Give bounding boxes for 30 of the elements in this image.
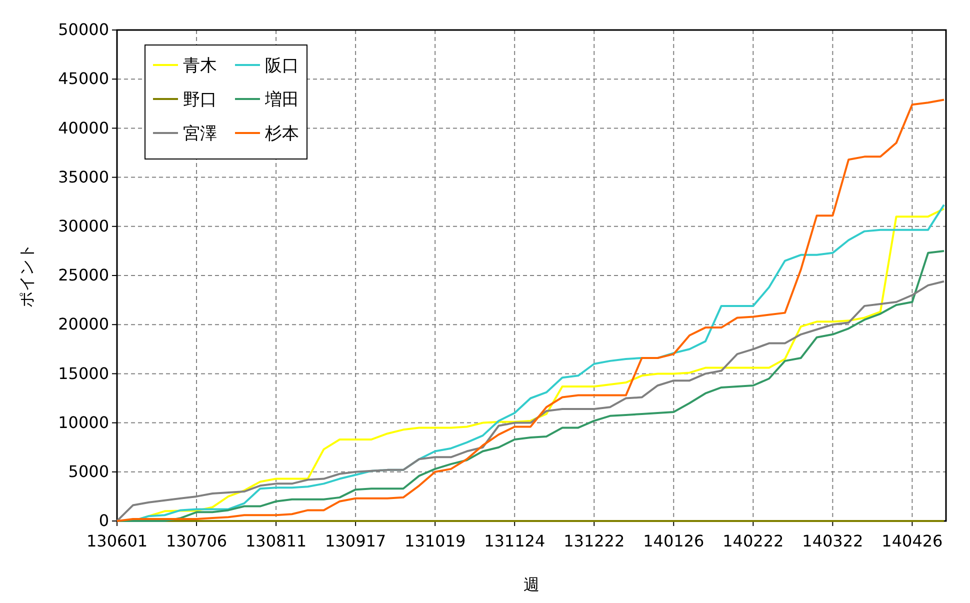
x-tick-label: 140222 <box>722 532 784 551</box>
y-tick-label: 0 <box>98 511 109 530</box>
x-tick-label: 130706 <box>166 532 228 551</box>
x-tick-label: 130601 <box>86 532 148 551</box>
y-tick-label: 45000 <box>58 69 109 88</box>
x-tick-label: 131222 <box>564 532 625 551</box>
y-tick-label: 30000 <box>58 216 109 236</box>
y-axis-title: ポイント <box>17 244 36 308</box>
y-tick-label: 15000 <box>58 364 109 383</box>
x-tick-label: 140322 <box>802 532 864 551</box>
x-tick-label: 140126 <box>643 532 704 551</box>
x-tick-label: 130917 <box>325 532 386 551</box>
legend-label: 阪口 <box>265 56 299 76</box>
legend-label: 杉本 <box>264 124 299 144</box>
legend-label: 宮澤 <box>183 124 217 144</box>
y-tick-label: 20000 <box>58 314 109 334</box>
y-tick-label: 40000 <box>58 118 109 138</box>
y-tick-label: 35000 <box>58 167 109 186</box>
y-tick-label: 50000 <box>58 20 109 40</box>
legend-label: 野口 <box>183 90 217 110</box>
legend-label: 青木 <box>183 56 217 76</box>
y-tick-label: 25000 <box>58 266 109 285</box>
x-tick-label: 140426 <box>882 532 943 551</box>
x-tick-label: 131124 <box>484 532 546 551</box>
y-tick-label: 10000 <box>58 412 109 432</box>
legend-label: 増田 <box>264 90 299 110</box>
y-tick-label: 5000 <box>68 462 109 482</box>
x-tick-label: 131019 <box>404 532 466 551</box>
x-tick-label: 130811 <box>246 532 307 551</box>
x-axis-title: 週 <box>524 575 540 594</box>
